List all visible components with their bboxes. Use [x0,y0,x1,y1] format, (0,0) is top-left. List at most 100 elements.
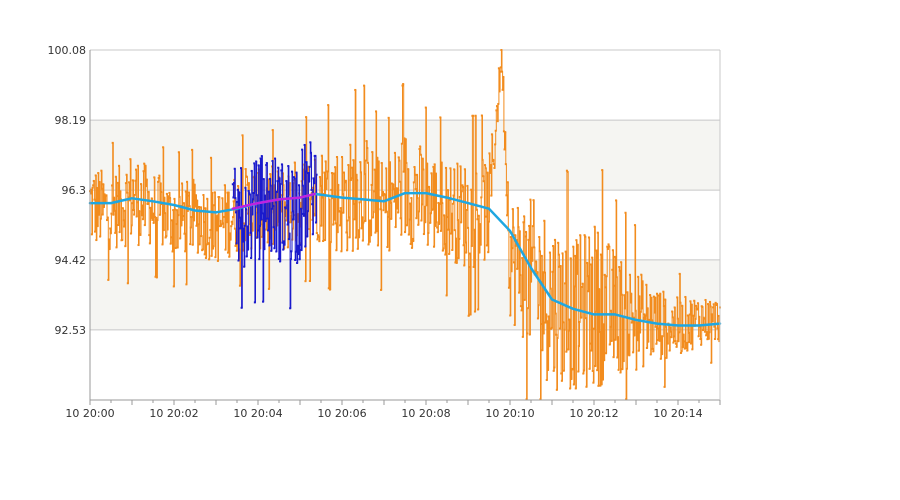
raw-point [460,190,463,193]
raw-point [560,379,563,382]
raw-point [678,331,681,334]
raw-point [690,342,693,345]
raw-point [520,309,523,312]
raw-point [563,328,566,331]
raw-line [90,49,721,400]
raw-point [570,377,573,380]
raw-point [392,188,395,191]
raw-point [487,251,490,254]
raw-point [432,165,435,168]
raw-point [619,371,622,374]
raw-point [416,197,419,200]
raw-point [671,310,674,313]
raw-point [509,314,512,317]
raw-point [211,191,214,194]
highlight-point [244,186,247,189]
raw-point [260,235,263,238]
raw-point [463,168,466,171]
raw-point [121,207,124,210]
raw-point [102,183,105,186]
raw-point [433,163,436,166]
raw-point [645,283,648,286]
highlight-point [306,210,309,213]
raw-point [584,317,587,320]
raw-point [103,193,106,196]
raw-point [485,244,488,247]
raw-point [467,314,470,317]
raw-point [99,235,102,238]
raw-point [547,315,550,318]
raw-point [399,217,402,220]
highlight-point [243,265,246,268]
raw-point [668,349,671,352]
highlight-point [233,181,236,184]
raw-point [524,230,527,233]
highlight-point [302,212,305,215]
raw-point [595,249,598,252]
raw-point [387,116,390,119]
raw-point [101,213,104,216]
raw-point [567,329,570,332]
highlight-point [270,207,273,210]
raw-point [241,134,244,137]
raw-point [567,348,570,351]
raw-point [212,245,215,248]
raw-point [126,282,129,285]
raw-point [589,263,592,266]
raw-point [633,224,636,227]
raw-point [659,292,662,295]
raw-point [469,313,472,316]
raw-point [146,202,149,205]
raw-point [318,176,321,179]
raw-point [530,246,533,249]
highlight-point [276,180,279,183]
raw-point [629,301,632,304]
raw-point [674,340,677,343]
raw-point [141,204,144,207]
raw-point [553,366,556,369]
raw-point [715,302,718,305]
raw-point [220,224,223,227]
highlight-point [280,169,283,172]
raw-point [326,170,329,173]
raw-point [106,216,109,219]
raw-point [436,226,439,229]
x-tick-label: 10 20:10 [485,407,534,420]
raw-point [267,178,270,181]
raw-point [396,187,399,190]
raw-point [718,340,721,343]
raw-point [701,305,704,308]
raw-point [400,233,403,236]
raw-point [666,332,669,335]
raw-point [285,219,288,222]
raw-point [445,294,448,297]
raw-point [484,164,487,167]
raw-point [548,251,551,254]
raw-point [598,330,601,333]
raw-point [132,209,135,212]
raw-point [711,320,714,323]
raw-point [419,145,422,148]
raw-point [138,210,141,213]
raw-point [203,221,206,224]
raw-point [192,178,195,181]
raw-point [144,164,147,167]
raw-point [465,251,468,254]
highlight-point [245,255,248,258]
raw-point [437,201,440,204]
highlight-point [234,197,237,200]
highlight-point [257,229,259,232]
raw-point [596,369,599,372]
raw-point [142,170,145,173]
raw-point [618,266,621,269]
raw-point [136,164,139,167]
raw-point [193,183,196,186]
highlight-point [237,259,240,262]
highlight-point [267,190,270,193]
raw-point [453,229,456,232]
raw-point [544,321,547,324]
raw-point [403,137,406,140]
raw-point [455,261,458,264]
raw-point [206,197,209,200]
raw-point [166,228,169,231]
